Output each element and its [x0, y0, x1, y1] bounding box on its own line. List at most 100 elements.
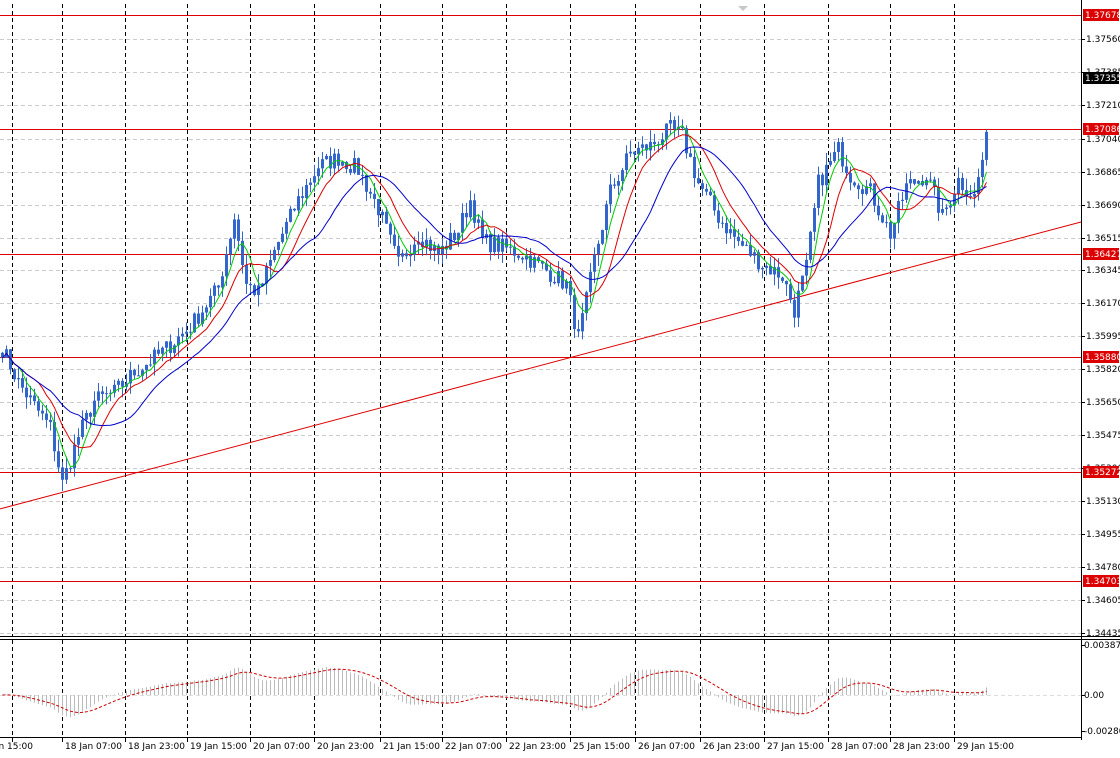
time-tick-label: 18 Jan 23:00: [128, 742, 185, 752]
candle-body: [501, 238, 504, 252]
candle-body: [317, 168, 320, 177]
level-tags: 1.37678 1.37086 1.36427 1.35880 1.35272 1.347…: [1083, 9, 1120, 587]
candle-body: [849, 173, 852, 183]
price-tick-label: 1.34435: [1086, 629, 1120, 639]
candle-body: [441, 245, 444, 255]
candle-body: [1, 352, 4, 358]
candle-body: [593, 254, 596, 272]
candle-body: [505, 238, 508, 248]
candle-body: [69, 468, 72, 470]
candle-body: [529, 255, 532, 268]
candle-body: [605, 204, 608, 231]
candle-body: [897, 201, 900, 223]
candle-body: [325, 155, 328, 160]
candle-body: [177, 336, 180, 346]
candle-body: [273, 249, 276, 261]
candle-body: [405, 253, 408, 257]
candle-body: [521, 257, 524, 260]
candle-body: [221, 276, 224, 288]
candle-body: [397, 245, 400, 257]
candle-body: [805, 259, 808, 276]
candle-body: [497, 237, 500, 252]
candle-body: [753, 252, 756, 256]
trendline[interactable]: [0, 221, 1082, 510]
candle-body: [389, 223, 392, 235]
candle-body: [281, 233, 284, 242]
candle-body: [693, 156, 696, 179]
candle-body: [637, 147, 640, 155]
candle-body: [361, 174, 364, 176]
candle-body: [701, 183, 704, 189]
price-tick-label: 1.36865: [1086, 168, 1120, 178]
candle-body: [65, 468, 68, 480]
candle-body: [661, 139, 664, 145]
level-tag-label: 1.35880: [1085, 353, 1120, 363]
time-tick-label: 22 Jan 07:00: [445, 742, 502, 752]
candle-body: [109, 392, 112, 394]
horizontal-levels[interactable]: [0, 15, 1081, 582]
candle-body: [669, 119, 672, 124]
candle-body: [377, 199, 380, 216]
candle-body: [761, 267, 764, 270]
candle-body: [597, 243, 600, 255]
candle-body: [741, 241, 744, 246]
current-price-label: 1.37355: [1085, 74, 1120, 84]
candle-body: [493, 237, 496, 253]
candle-body: [449, 232, 452, 250]
candle-body: [937, 187, 940, 213]
candle-body: [953, 194, 956, 206]
candle-body: [565, 280, 568, 289]
candle-body: [77, 436, 80, 445]
candle-body: [305, 184, 308, 198]
scroll-marker-icon[interactable]: [738, 6, 748, 11]
candle-body: [589, 271, 592, 293]
candle-body: [585, 292, 588, 314]
candle-body: [277, 241, 280, 250]
price-tick-label: 1.35995: [1086, 332, 1120, 342]
candle-body: [185, 331, 188, 334]
candle-body: [945, 207, 948, 210]
candle-body: [469, 200, 472, 218]
time-tick-label: 18 Jan 07:00: [65, 742, 122, 752]
candle-body: [673, 119, 676, 129]
candle-body: [713, 195, 716, 211]
candle-body: [733, 229, 736, 237]
candle-body: [653, 141, 656, 145]
candle-body: [49, 419, 52, 423]
time-tick-label: 19 Jan 15:00: [190, 742, 247, 752]
candle-body: [553, 281, 556, 284]
oscillator-tick-label: -0.00280: [1084, 727, 1120, 737]
candle-body: [105, 393, 108, 395]
current-price-tag: [1083, 72, 1119, 84]
candle-body: [973, 193, 976, 197]
candle-body: [57, 451, 60, 468]
candle-body: [681, 126, 684, 129]
candle-body: [797, 290, 800, 318]
candle-body: [477, 219, 480, 223]
candle-body: [365, 174, 368, 192]
candle-body: [429, 239, 432, 251]
time-tick-label: 29 Jan 15:00: [957, 742, 1014, 752]
candle-body: [45, 413, 48, 420]
candle-body: [609, 184, 612, 205]
candle-body: [925, 179, 928, 186]
candle-body: [845, 166, 848, 174]
candle-body: [289, 208, 292, 222]
candle-body: [737, 236, 740, 242]
level-tag: [1083, 9, 1119, 21]
candle-body: [161, 347, 164, 354]
time-tick-label: 28 Jan 23:00: [893, 742, 950, 752]
candle-body: [145, 364, 148, 371]
candle-body: [85, 412, 88, 420]
candle-body: [465, 212, 468, 218]
candle-body: [537, 257, 540, 262]
candle-body: [129, 370, 132, 384]
price-tick-label: 1.35650: [1086, 398, 1120, 408]
candle-body: [21, 378, 24, 388]
candle-body: [313, 176, 316, 183]
candle-body: [789, 284, 792, 300]
candle-body: [341, 161, 344, 166]
candle-body: [853, 182, 856, 186]
candle-body: [857, 185, 860, 190]
